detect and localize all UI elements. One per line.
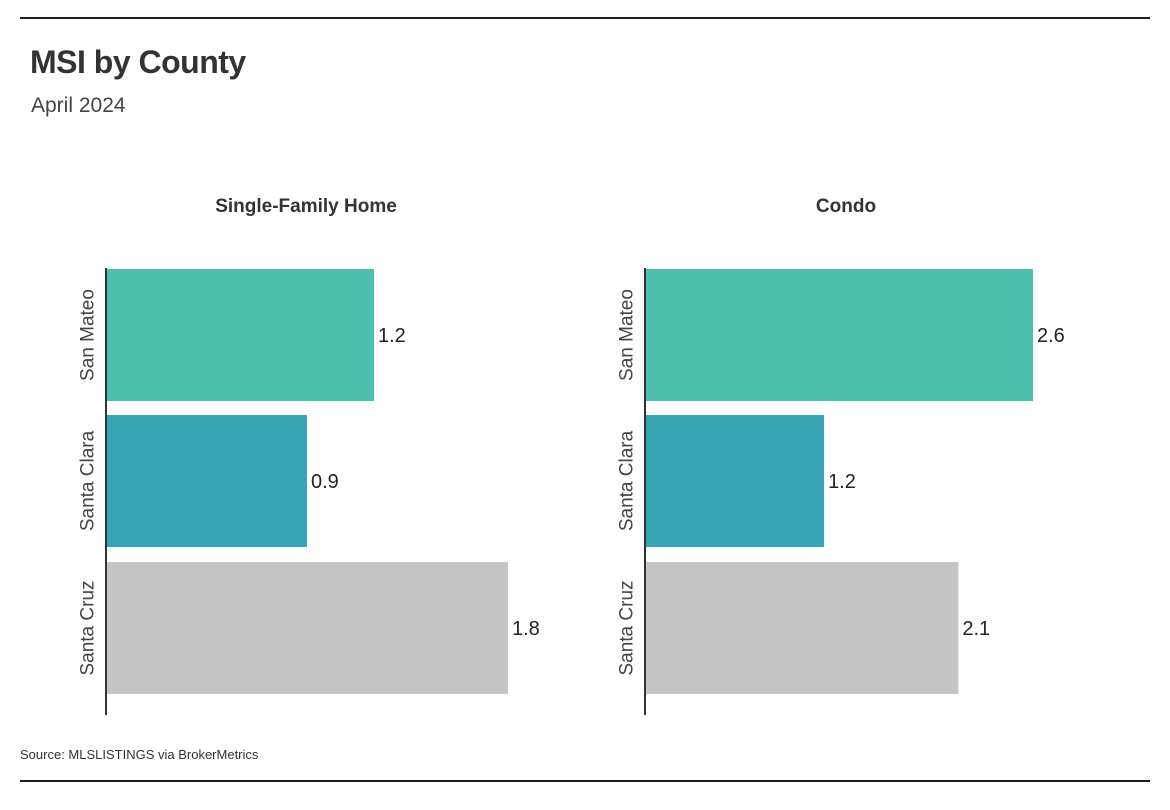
- category-label-san-mateo: San Mateo: [78, 289, 99, 381]
- bar-san-mateo: [106, 269, 374, 401]
- bar-santa-clara: [106, 415, 307, 547]
- bar-santa-cruz: [106, 562, 508, 694]
- panel-title: Single-Family Home: [215, 196, 397, 217]
- value-label-san-mateo: 2.6: [1037, 325, 1065, 347]
- bar-santa-cruz: [645, 562, 959, 694]
- value-label-santa-clara: 0.9: [311, 471, 339, 493]
- bar-san-mateo: [645, 269, 1033, 401]
- category-label-santa-cruz: Santa Cruz: [617, 580, 638, 675]
- top-rule: [20, 17, 1150, 19]
- panel-title: Condo: [816, 196, 876, 217]
- value-label-santa-cruz: 1.8: [512, 618, 540, 640]
- value-label-san-mateo: 1.2: [378, 325, 406, 347]
- category-label-san-mateo: San Mateo: [617, 289, 638, 381]
- panel-single-family-home: Single-Family Home 1.2 San Mateo 0.9 Santa C…: [78, 196, 540, 715]
- panel-condo: Condo 2.6 San Mateo 1.2 Santa Clara 2.1 Santa …: [617, 196, 1065, 715]
- category-label-santa-clara: Santa Clara: [617, 430, 638, 531]
- value-label-santa-cruz: 2.1: [962, 618, 990, 640]
- chart-subtitle: April 2024: [31, 94, 126, 117]
- bottom-rule: [20, 780, 1150, 782]
- category-label-santa-cruz: Santa Cruz: [78, 580, 99, 675]
- value-label-santa-clara: 1.2: [828, 471, 856, 493]
- source-note: Source: MLSLISTINGS via BrokerMetrics: [20, 747, 259, 762]
- chart-title: MSI by County: [30, 44, 246, 80]
- category-label-santa-clara: Santa Clara: [78, 430, 99, 531]
- bar-santa-clara: [645, 415, 825, 547]
